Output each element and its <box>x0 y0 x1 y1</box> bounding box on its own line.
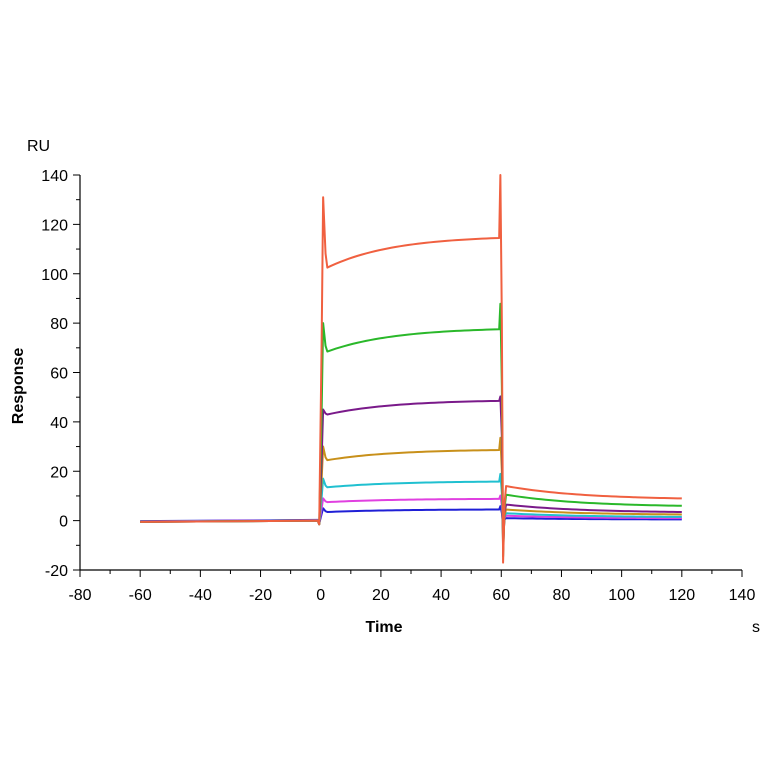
series-line-2 <box>140 494 682 533</box>
y-unit-label: RU <box>27 138 50 155</box>
y-tick-label: -20 <box>45 563 68 580</box>
y-tick-label: 100 <box>41 267 68 284</box>
x-tick-label: 100 <box>608 587 635 604</box>
series-line-7 <box>140 174 682 564</box>
x-tick-label: -20 <box>249 587 272 604</box>
x-tick-label: -80 <box>68 587 91 604</box>
x-tick-label: 40 <box>432 587 450 604</box>
series-line-4 <box>140 436 682 546</box>
x-tick-label: 60 <box>492 587 510 604</box>
x-tick-label: 20 <box>372 587 390 604</box>
x-tick-label: -40 <box>189 587 212 604</box>
y-tick-label: 60 <box>50 366 68 383</box>
series-line-5 <box>140 395 682 552</box>
series-lines <box>140 174 682 564</box>
series-line-3 <box>140 472 682 539</box>
y-tick-label: 80 <box>50 316 68 333</box>
y-tick-label: 0 <box>59 514 68 531</box>
y-tick-label: 20 <box>50 464 68 481</box>
x-tick-label: 0 <box>316 587 325 604</box>
y-tick-label: 120 <box>41 217 68 234</box>
y-axis-title: Response <box>10 348 27 425</box>
y-tick-label: 40 <box>50 415 68 432</box>
x-tick-label: 120 <box>668 587 695 604</box>
x-unit-label: s <box>752 619 760 636</box>
y-tick-label: 140 <box>41 168 68 185</box>
x-tick-label: -60 <box>129 587 152 604</box>
ticks: -80 -60 -40 -20 0 20 40 60 80 100 120 140 -20 0 20 40 60… <box>41 168 755 604</box>
series-line-1 <box>140 505 682 527</box>
x-axis-title: Time <box>365 619 402 636</box>
x-tick-label: 140 <box>729 587 756 604</box>
series-line-6 <box>140 302 682 558</box>
x-tick-label: 80 <box>553 587 571 604</box>
